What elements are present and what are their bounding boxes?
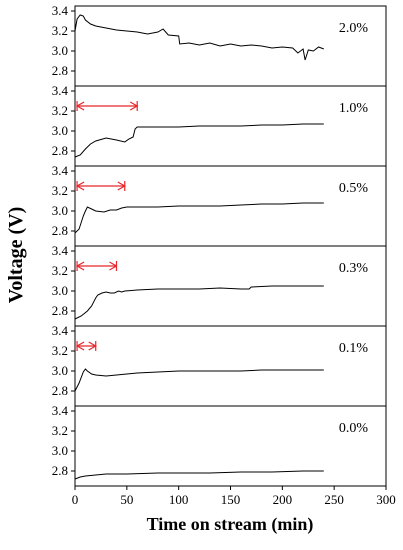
x-tick-label: 150 (221, 492, 241, 507)
x-axis-title: Time on stream (min) (147, 514, 314, 535)
panel: 2.8 3.0 3.2 3.4 2.0% (52, 3, 387, 87)
y-tick-label: 3.4 (52, 403, 69, 418)
x-tick-label: 250 (324, 492, 344, 507)
y-tick-label: 3.4 (52, 243, 69, 258)
y-tick-label: 3.2 (52, 23, 68, 38)
panel-label: 0.1% (339, 341, 369, 356)
panel-frame (74, 5, 387, 87)
x-axis: 0 50 100 150 200 250 300 (72, 486, 396, 507)
panels: 2.8 3.0 3.2 3.4 2.0% 2.8 3.0 3.2 3.4 1.0% 2.8 3.0 3.… (52, 3, 387, 487)
series-line (74, 470, 324, 480)
panel-label: 0.5% (339, 181, 369, 196)
y-tick-label: 3.0 (52, 43, 68, 58)
panel-label: 2.0% (339, 21, 369, 36)
panel-frame (74, 245, 387, 327)
panel-label: 0.3% (339, 261, 369, 276)
y-tick-label: 2.8 (52, 463, 68, 478)
x-tick-label: 200 (273, 492, 293, 507)
series-line (74, 285, 324, 320)
series-line (74, 202, 324, 234)
y-tick-label: 3.4 (52, 3, 69, 18)
y-tick-label: 3.2 (52, 183, 68, 198)
x-tick-label: 100 (169, 492, 189, 507)
y-tick-label: 3.0 (52, 443, 68, 458)
y-tick-label: 3.2 (52, 263, 68, 278)
series-line (74, 14, 324, 61)
y-tick-label: 2.8 (52, 383, 68, 398)
y-tick-label: 3.4 (52, 163, 69, 178)
y-tick-label: 2.8 (52, 303, 68, 318)
y-tick-label: 2.8 (52, 223, 68, 238)
panel-label: 0.0% (339, 421, 369, 436)
panel: 2.8 3.0 3.2 3.4 0.5% (52, 163, 387, 247)
panel-label: 1.0% (339, 101, 369, 116)
panel: 2.8 3.0 3.2 3.4 1.0% (52, 83, 387, 167)
panel-frame (74, 325, 387, 407)
panel: 2.8 3.0 3.2 3.4 0.1% (52, 323, 387, 407)
y-tick-label: 2.8 (52, 143, 68, 158)
y-tick-label: 3.4 (52, 323, 69, 338)
y-tick-label: 3.0 (52, 363, 68, 378)
y-tick-label: 2.8 (52, 63, 68, 78)
series-line (74, 368, 324, 392)
panel: 2.8 3.0 3.2 3.4 0.3% (52, 243, 387, 327)
y-tick-label: 3.4 (52, 83, 69, 98)
y-tick-label: 3.2 (52, 103, 68, 118)
y-tick-label: 3.0 (52, 283, 68, 298)
y-tick-label: 3.2 (52, 423, 68, 438)
series-line (74, 123, 324, 158)
panel: 2.8 3.0 3.2 3.4 0.0% (52, 403, 387, 487)
y-axis-title: Voltage (V) (5, 207, 27, 303)
y-tick-label: 3.0 (52, 203, 68, 218)
y-tick-label: 3.2 (52, 343, 68, 358)
x-tick-label: 50 (120, 492, 133, 507)
x-tick-label: 0 (72, 492, 79, 507)
y-tick-label: 3.0 (52, 123, 68, 138)
x-tick-label: 300 (376, 492, 396, 507)
